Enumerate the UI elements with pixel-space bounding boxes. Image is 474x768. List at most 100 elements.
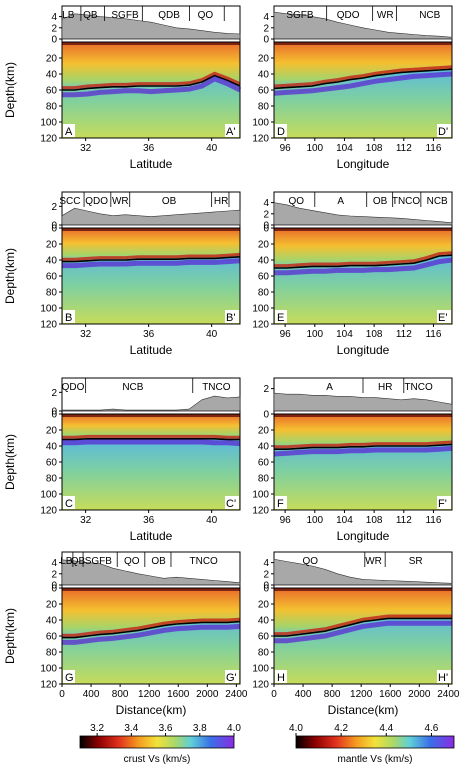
profile-start-box	[275, 670, 287, 683]
depth-tick-label: 120	[40, 134, 57, 145]
profile-start-box	[275, 124, 287, 137]
profile-end-label: H'	[438, 672, 448, 684]
region-label: SGFB	[286, 10, 314, 21]
region-label: TNCO	[202, 382, 231, 393]
x-tick-label: 32	[80, 329, 92, 340]
elevation-tick-label: 2	[263, 384, 269, 395]
x-tick-label: 108	[366, 329, 383, 340]
x-tick-label: 36	[143, 515, 155, 526]
moho-line	[273, 68, 453, 90]
elevation-tick-label: 0	[51, 581, 57, 592]
x-tick-label: 112	[396, 143, 412, 154]
region-label: A	[326, 382, 333, 393]
x-tick-label: 40	[206, 515, 218, 526]
x-tick-label: 100	[306, 329, 323, 340]
colorbar-tick-label: 4.6	[424, 723, 438, 734]
mantle-lid	[62, 623, 241, 645]
elevation-tick-label: 4	[51, 558, 57, 569]
elevation-tick-label: 2	[51, 569, 57, 580]
profile-start-label: C	[65, 498, 73, 510]
sediment-layer	[62, 588, 240, 591]
x-tick-label: 32	[80, 515, 92, 526]
depth-tick-label: 120	[252, 320, 269, 331]
lower-crust-band	[62, 71, 241, 90]
colorbar-crust: 3.2 3.4 3.6 3.8 4.0 crust Vs (km/s)	[79, 723, 241, 765]
x-tick-label: 100	[306, 515, 323, 526]
depth-tick-label: 100	[252, 304, 269, 315]
x-tick-label: 1200	[350, 689, 373, 700]
x-tick-label: 96	[280, 143, 292, 154]
profile-end-label: C'	[226, 498, 236, 510]
panels-layer: LB QB SGFB QDB QO02420406080100120Depth(km)3…	[3, 5, 460, 717]
x-tick-label: 116	[425, 143, 441, 154]
elevation-tick-label: 0	[51, 407, 57, 418]
profile-start-box	[63, 310, 75, 323]
region-label: NCB	[427, 196, 448, 207]
topography-area	[273, 392, 453, 412]
colorbar-label: crust Vs (km/s)	[124, 754, 191, 765]
region-label: HR	[378, 382, 392, 393]
region-label: SGFB	[111, 10, 139, 21]
y-axis-label: Depth(km)	[3, 608, 17, 664]
x-tick-label: 36	[143, 329, 155, 340]
profile-start-label: A	[65, 126, 73, 138]
sediment-layer	[274, 228, 452, 231]
profile-end-box	[225, 310, 239, 323]
depth-tick-label: 60	[258, 272, 270, 283]
lower-crust-band	[274, 251, 453, 268]
depth-tick-label: 60	[46, 458, 58, 469]
depth-tick-label: 120	[252, 506, 269, 517]
region-label: QDO	[337, 10, 360, 21]
depth-tick-label: 80	[258, 648, 270, 659]
mantle-lid	[62, 439, 241, 447]
profile-start-label: B	[65, 312, 72, 324]
crust-velocity-field	[274, 588, 452, 636]
x-tick-label: 108	[366, 515, 383, 526]
region-label: TNCO	[404, 382, 433, 393]
lower-crust-band	[273, 65, 453, 88]
x-axis-label: Latitude	[130, 343, 173, 357]
x-tick-label: 96	[280, 329, 292, 340]
moho-line	[62, 256, 241, 263]
x-axis-label: Longitude	[337, 157, 390, 171]
x-tick-label: 104	[336, 515, 353, 526]
moho-line	[62, 74, 241, 91]
x-tick-label: 2400	[225, 689, 248, 700]
region-label: SR	[409, 556, 423, 567]
depth-tick-label: 80	[258, 474, 270, 485]
depth-tick-label: 20	[258, 54, 270, 65]
depth-tick-label: 120	[252, 680, 269, 691]
elevation-tick-label: 0	[263, 581, 269, 592]
depth-tick-label: 80	[46, 648, 58, 659]
depth-tick-label: 80	[46, 288, 58, 299]
profile-end-label: F'	[438, 498, 447, 510]
depth-tick-label: 60	[258, 632, 270, 643]
x-tick-label: 800	[112, 689, 129, 700]
profile-end-box	[225, 670, 239, 683]
depth-tick-label: 80	[46, 102, 58, 113]
panel-A: LB QB SGFB QDB QO 024 20 40 60 80 100 120 Depth(km) 3…	[3, 5, 242, 171]
elevation-tick-label: 0	[51, 221, 57, 232]
x-tick-label: 100	[306, 143, 323, 154]
profile-start-box	[63, 670, 75, 683]
moho-line	[274, 443, 453, 450]
x-tick-label: 116	[425, 329, 441, 340]
crust-velocity-field	[62, 228, 240, 262]
profile-start-label: D	[277, 126, 285, 138]
region-label: QO	[124, 556, 140, 567]
topography-area	[61, 559, 241, 586]
region-label: WR	[112, 196, 129, 207]
depth-tick-label: 0	[51, 224, 57, 235]
moho-line	[274, 254, 453, 269]
elevation-tick-label: 4	[51, 12, 57, 23]
x-tick-label: 400	[295, 689, 312, 700]
profile-end-label: D'	[438, 126, 448, 138]
depth-tick-label: 40	[258, 616, 270, 627]
depth-tick-label: 100	[40, 664, 57, 675]
colorbar-tick-label: 4.0	[227, 723, 241, 734]
x-tick-label: 400	[83, 689, 100, 700]
elevation-tick-label: 0	[51, 35, 57, 46]
profile-start-box	[63, 496, 75, 509]
